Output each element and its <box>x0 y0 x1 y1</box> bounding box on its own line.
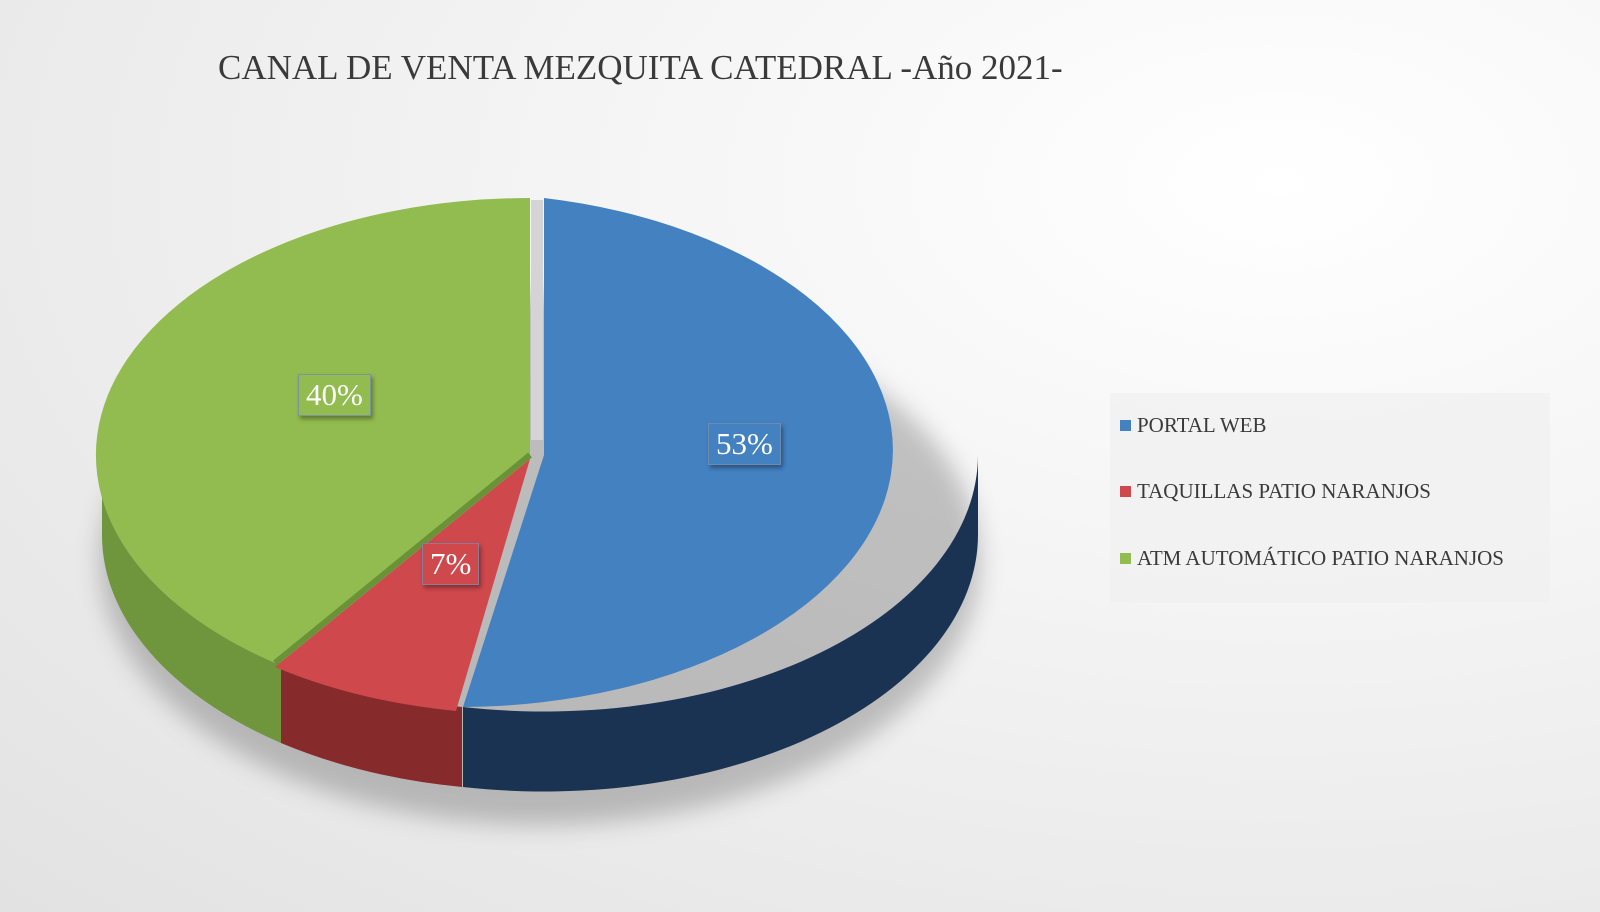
slice-taquillas[interactable] <box>275 459 530 787</box>
slice-portal-web[interactable] <box>463 198 978 792</box>
legend-label: ATM AUTOMÁTICO PATIO NARANJOS <box>1137 546 1504 570</box>
legend-item-taquillas[interactable]: TAQUILLAS PATIO NARANJOS <box>1120 479 1431 504</box>
legend-swatch-icon <box>1120 420 1131 431</box>
legend-item-portal-web[interactable]: PORTAL WEB <box>1120 413 1266 438</box>
legend-label: TAQUILLAS PATIO NARANJOS <box>1137 479 1431 503</box>
data-label-taquillas: 7% <box>422 543 480 585</box>
data-label-atm: 40% <box>298 374 371 416</box>
slice-atm[interactable] <box>95 198 532 743</box>
data-label-portal-web: 53% <box>708 423 781 465</box>
chart-title: CANAL DE VENTA MEZQUITA CATEDRAL -Año 20… <box>218 48 1063 87</box>
legend: PORTAL WEB TAQUILLAS PATIO NARANJOS ATM … <box>1110 393 1550 603</box>
legend-swatch-icon <box>1120 486 1131 497</box>
legend-item-atm[interactable]: ATM AUTOMÁTICO PATIO NARANJOS <box>1120 546 1504 571</box>
legend-swatch-icon <box>1120 553 1131 564</box>
legend-label: PORTAL WEB <box>1137 413 1267 437</box>
